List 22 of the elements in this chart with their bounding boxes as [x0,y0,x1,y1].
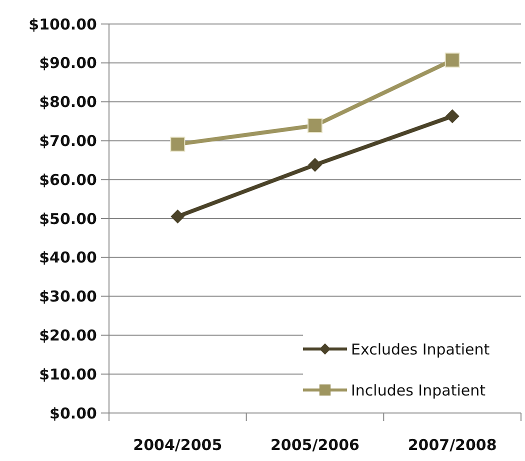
y-tick-label: $60.00 [39,170,97,189]
y-tick-label: $50.00 [39,210,97,228]
x-tick-label: 2007/2008 [408,436,497,454]
y-tick-label: $40.00 [39,248,97,267]
y-tick-label: $20.00 [39,326,97,344]
point [308,118,322,134]
y-tick-label: $100.00 [28,15,97,34]
x-tick-label: 2005/2006 [270,436,360,454]
x-tick-label: 2004/2005 [133,436,222,454]
point [444,52,460,68]
y-tick-label: $70.00 [39,132,97,150]
y-tick-label: $0.00 [50,404,97,422]
y-tick-label: $90.00 [39,54,97,72]
y-tick-label: $10.00 [39,365,97,384]
legend-label: Includes Inpatient [351,381,486,400]
y-tick-label: $30.00 [39,288,97,306]
point [170,136,186,152]
point [445,109,460,124]
y-tick-label: $80.00 [39,93,97,112]
legend-label: Excludes Inpatient [351,340,490,358]
point [170,210,185,224]
point [308,158,322,172]
